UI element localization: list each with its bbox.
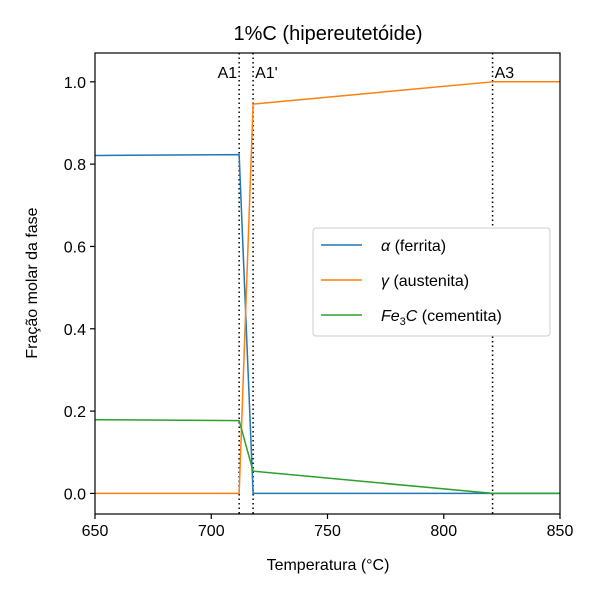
x-tick-label: 650 bbox=[82, 523, 109, 540]
legend-label-1: α (ferrita) bbox=[381, 238, 446, 255]
series-line-1 bbox=[94, 153, 560, 495]
vline-label-1: A1 bbox=[218, 65, 238, 82]
y-tick-label: 0.6 bbox=[64, 239, 86, 256]
x-tick-label: 750 bbox=[314, 523, 341, 540]
x-tick-label: 800 bbox=[430, 523, 457, 540]
y-tick-label: 0.4 bbox=[64, 322, 86, 339]
x-tick-label: 850 bbox=[547, 523, 574, 540]
legend-label-3: Fe3C (cementita) bbox=[381, 308, 502, 328]
y-axis-label: Fração molar da fase bbox=[24, 207, 41, 358]
x-axis-label: Temperatura (°C) bbox=[267, 557, 390, 574]
vline-label-2: A1' bbox=[255, 65, 278, 82]
legend-box bbox=[312, 227, 551, 337]
chart-title: 1%C (hipereutetóide) bbox=[234, 23, 423, 45]
y-tick-label: 1.0 bbox=[64, 75, 86, 92]
series-line-3 bbox=[94, 418, 560, 495]
legend-label-2: γ (austenita) bbox=[381, 273, 469, 290]
y-tick-label: 0.2 bbox=[64, 404, 86, 421]
legend: α (ferrita) γ (austenita) Fe3C (cementita) bbox=[312, 227, 551, 337]
plot-area: A1 A1' A3 650 700 750 800 850 0.0 0.2 0.4 0.6 0.8 1.0… bbox=[64, 52, 574, 540]
y-tick-label: 0.0 bbox=[64, 486, 86, 503]
series-line-2 bbox=[95, 81, 560, 495]
vline-label-3: A3 bbox=[495, 65, 515, 82]
y-tick-label: 0.8 bbox=[64, 157, 86, 174]
x-tick-label: 700 bbox=[198, 523, 225, 540]
